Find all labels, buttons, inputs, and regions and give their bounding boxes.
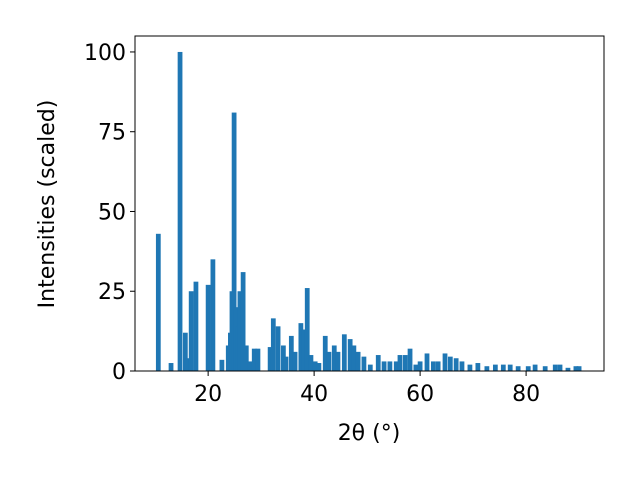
bar (298, 323, 304, 371)
bar (251, 348, 257, 371)
bar (515, 366, 521, 371)
bar (193, 281, 199, 371)
y-tick-label: 25 (98, 280, 126, 305)
bar (532, 364, 538, 371)
bar (361, 356, 367, 371)
x-axis-label: 2θ (°) (338, 421, 401, 446)
bar (335, 351, 341, 371)
bar (304, 288, 310, 371)
bar (237, 291, 243, 371)
bar (507, 364, 513, 371)
bar (492, 364, 498, 371)
bar (435, 361, 441, 371)
bar (447, 356, 453, 371)
bar (326, 351, 332, 371)
bar (288, 335, 294, 371)
x-tick-label: 60 (406, 382, 434, 407)
y-axis-label: Intensities (scaled) (35, 100, 60, 309)
bar (292, 351, 298, 371)
bar (231, 112, 237, 372)
bar (275, 326, 281, 371)
x-tick-label: 20 (194, 382, 222, 407)
y-tick-label: 0 (112, 360, 126, 385)
bar (177, 51, 183, 371)
bar (355, 351, 361, 371)
y-tick-label: 100 (84, 41, 126, 66)
bar (243, 345, 249, 371)
bar (467, 364, 473, 371)
x-tick-label: 40 (300, 382, 328, 407)
bar (283, 356, 289, 371)
bar (381, 361, 387, 371)
bar (247, 361, 253, 371)
bar (557, 364, 563, 371)
bar (375, 355, 381, 371)
bar (182, 332, 188, 371)
bar (407, 348, 413, 371)
bar (270, 318, 276, 371)
bar (219, 359, 225, 371)
bar (475, 363, 481, 371)
bar (322, 335, 328, 371)
bar (188, 291, 194, 371)
bar (576, 366, 582, 371)
bar (573, 366, 579, 371)
bar (552, 364, 558, 371)
bar (565, 367, 571, 371)
bar (331, 345, 337, 371)
bar (430, 361, 436, 371)
bar (155, 233, 161, 371)
bar (442, 353, 448, 371)
bar (459, 361, 465, 371)
x-tick-label: 80 (512, 382, 540, 407)
bar (205, 284, 211, 371)
bar (525, 366, 531, 371)
bar (267, 347, 273, 371)
bar (453, 358, 459, 371)
bar (184, 358, 190, 371)
bar (484, 366, 490, 371)
bar (393, 361, 399, 371)
bar (341, 334, 347, 371)
bar (424, 353, 430, 371)
bar (168, 363, 174, 371)
bar (397, 355, 403, 371)
bar (542, 366, 548, 371)
bar (240, 272, 246, 371)
bar (402, 355, 408, 371)
y-tick-label: 50 (98, 200, 126, 225)
bar (316, 363, 322, 371)
bar (312, 361, 318, 371)
bar (413, 364, 419, 371)
bar (255, 348, 261, 371)
bar (210, 259, 216, 371)
bar (387, 361, 393, 371)
bar (500, 364, 506, 371)
bar (417, 361, 423, 371)
bar (301, 329, 307, 371)
bar (308, 355, 314, 371)
plot-frame (134, 35, 605, 372)
bar (351, 345, 357, 371)
bar (280, 345, 286, 371)
bar (347, 339, 353, 371)
bar (367, 364, 373, 371)
y-tick-label: 75 (98, 121, 126, 146)
